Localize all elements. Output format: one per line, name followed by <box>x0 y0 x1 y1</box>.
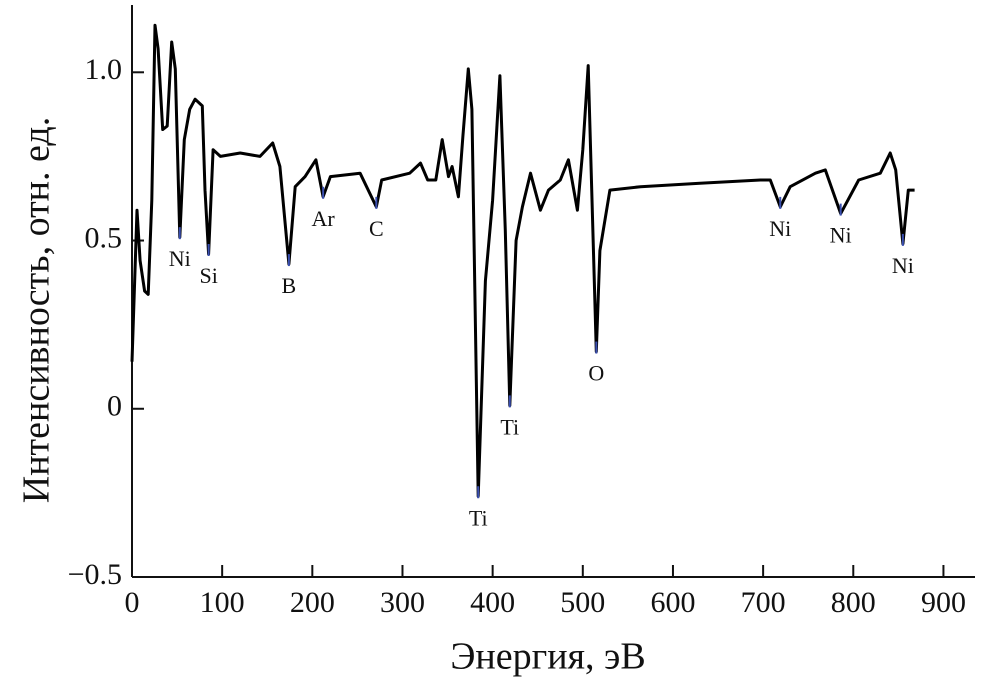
y-tick-label: 1.0 <box>85 53 123 86</box>
peak-label: C <box>369 216 384 241</box>
peak-label: Ar <box>312 206 336 231</box>
peak-label: O <box>588 361 604 386</box>
x-tick-label: 500 <box>560 586 605 619</box>
x-tick-label: 900 <box>921 586 966 619</box>
peak-label: B <box>282 273 297 298</box>
x-axis-label: Энергия, эВ <box>450 636 645 678</box>
y-tick-label: 0.5 <box>85 221 123 254</box>
peak-label: Ti <box>500 414 519 439</box>
x-tick-label: 400 <box>470 586 515 619</box>
spectrum-line <box>130 23 915 498</box>
peak-label: Ni <box>769 216 791 241</box>
x-tick-label: 700 <box>741 586 786 619</box>
x-tick-label: 800 <box>831 586 876 619</box>
y-tick-label: −0.5 <box>68 558 122 591</box>
x-tick-label: 0 <box>125 586 140 619</box>
y-axis-label: Интенсивность, отн. ед. <box>16 117 58 503</box>
x-tick-label: 300 <box>380 586 425 619</box>
peak-label: Ti <box>469 505 488 530</box>
x-tick-label: 100 <box>200 586 245 619</box>
peak-label: Ni <box>169 246 191 271</box>
y-tick-label: 0 <box>107 390 122 423</box>
x-tick-label: 200 <box>290 586 335 619</box>
peak-label: Si <box>199 263 217 288</box>
peak-label: Ni <box>830 223 852 248</box>
peak-label: Ni <box>892 253 914 278</box>
x-tick-label: 600 <box>650 586 695 619</box>
